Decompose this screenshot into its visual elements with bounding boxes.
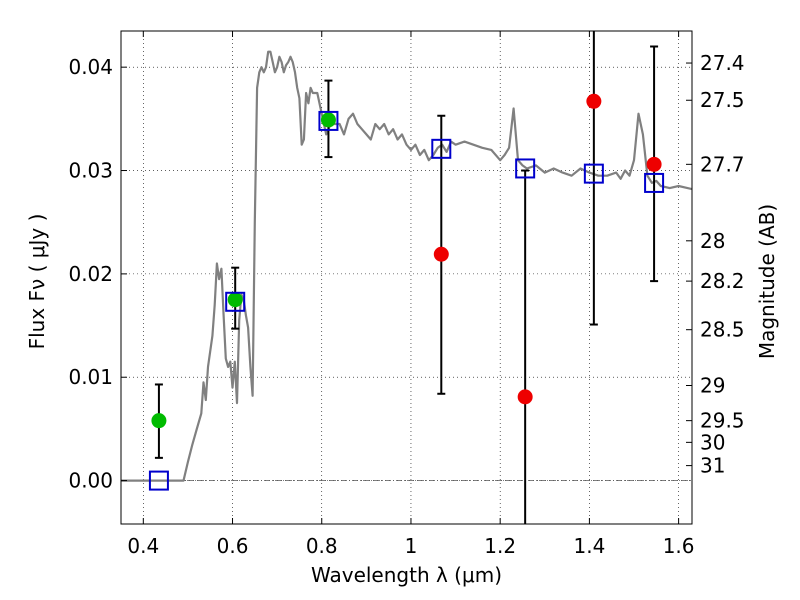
detection-point [320,112,336,128]
sed-model-path [121,50,692,482]
plot-frame [120,30,693,525]
model-square [515,158,536,179]
y-tick-label: 0.00 [68,469,113,493]
y-tick-label: 0.02 [68,262,113,286]
y-axis: 0.00 0.01 0.02 0.03 0.04 [68,55,127,493]
model-square [431,138,452,159]
model-square [148,470,169,491]
x-tick-label: 1 [405,534,418,558]
model-square [583,163,604,184]
ir-measurement-point [586,93,602,109]
error-bars [154,31,659,524]
right-tick-label: 27.5 [700,88,745,112]
y-tick-label: 0.03 [68,159,113,183]
y-tick-label: 0.01 [68,365,113,389]
right-axis-label: Magnitude (AB) [755,204,779,359]
right-tick-label: 28.2 [700,269,745,293]
right-tick-label: 28 [700,229,725,253]
right-tick-label: 29 [700,374,725,398]
x-tick-label: 0.8 [306,534,338,558]
x-tick-label: 0.6 [217,534,249,558]
y-axis-label: Flux Fν ( μJy ) [25,214,49,350]
x-tick-label: 1.4 [573,534,605,558]
sed-model-line [121,50,692,482]
right-tick-label: 31 [700,454,725,478]
ir-measurement-point [433,246,449,262]
x-tick-label: 1.6 [663,534,695,558]
x-tick-label: 0.4 [127,534,159,558]
right-tick-label: 28.5 [700,318,745,342]
detection-point [151,413,167,429]
model-squares [148,110,665,491]
right-tick-label: 30 [700,430,725,454]
x-tick-label: 1.2 [484,534,516,558]
detection-point [227,292,243,308]
right-tick-label: 29.5 [700,409,745,433]
y-tick-label: 0.04 [68,55,113,79]
x-axis-label: Wavelength λ (μm) [311,563,502,587]
model-square [225,291,246,312]
ir-measurement-point [646,156,662,172]
model-square [644,172,665,193]
right-tick-label: 27.7 [700,152,745,176]
right-tick-label: 27.4 [700,51,745,75]
data-points [151,93,662,429]
model-square [318,110,339,131]
x-axis: 0.4 0.6 0.8 1 1.2 1.4 1.6 [127,31,695,558]
ir-measurement-point [517,389,533,405]
